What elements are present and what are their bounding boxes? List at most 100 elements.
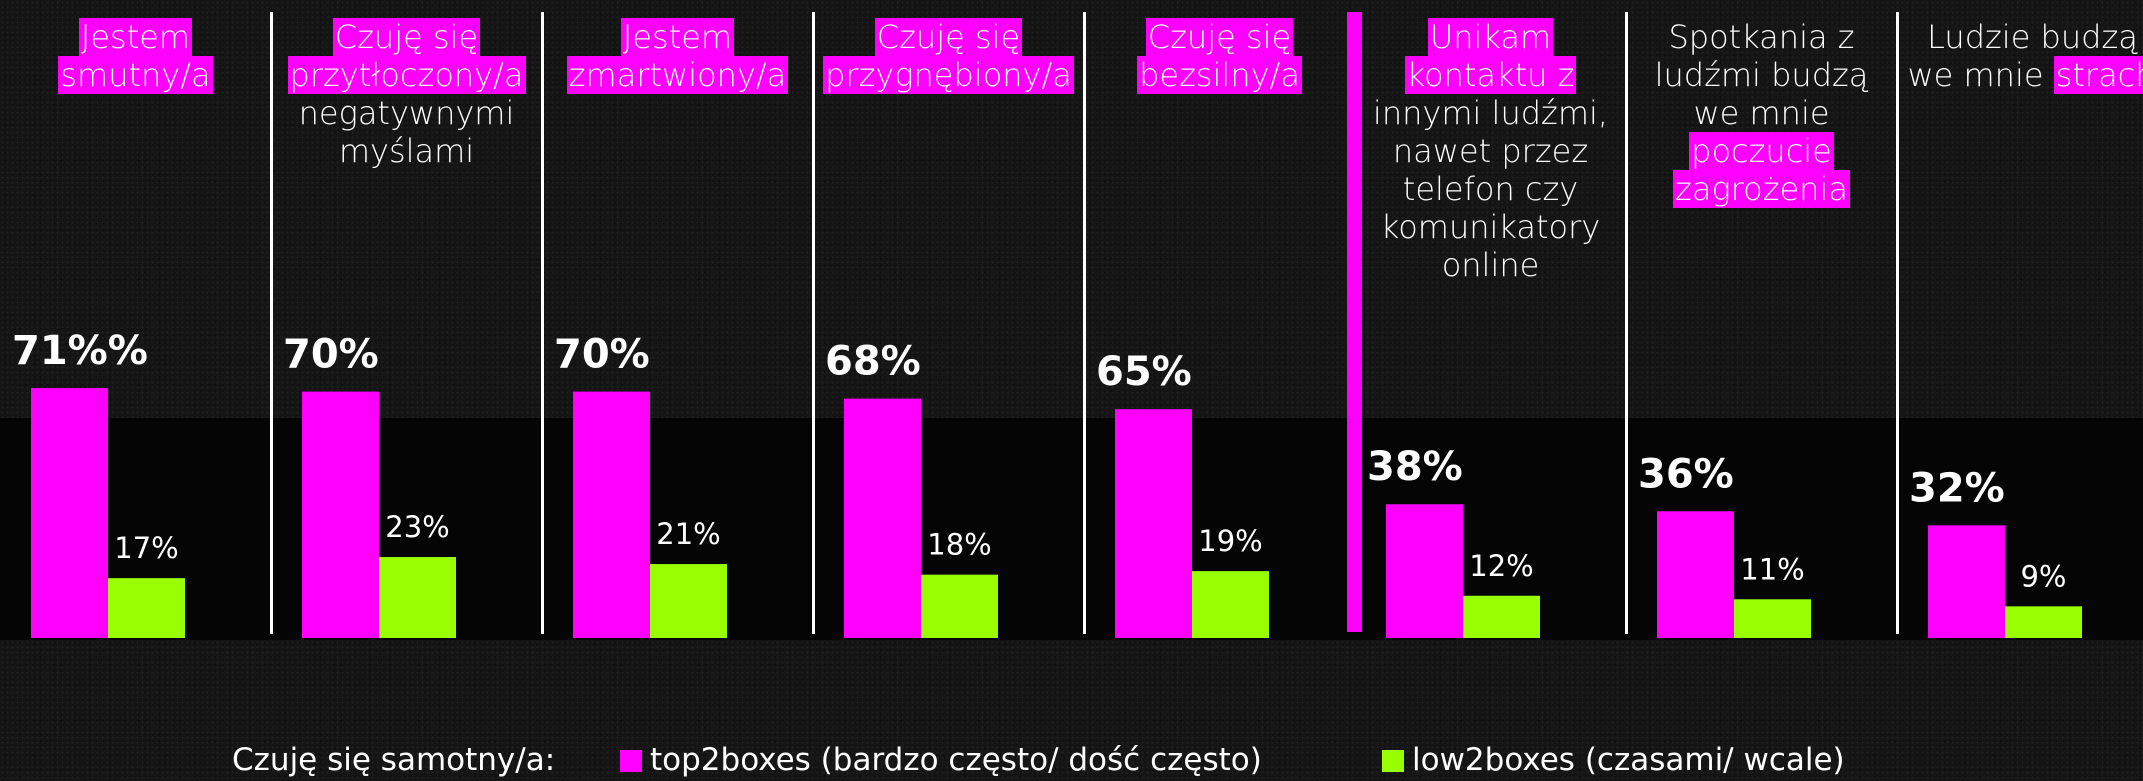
panel-divider: [1625, 12, 1628, 634]
title-text: nawet przez: [1392, 132, 1589, 170]
panel-title-line: Jestem: [542, 18, 813, 56]
panel-divider: [1083, 12, 1086, 634]
bar-top2boxes-2: [302, 391, 379, 638]
highlighted-text: smutny/a: [58, 56, 213, 94]
bar-low2boxes-8: [2005, 606, 2082, 638]
label-low2boxes-4: 18%: [927, 528, 991, 562]
panel-title-line: przytłoczony/a: [271, 56, 542, 94]
legend-swatch-top2boxes: [620, 750, 642, 772]
bar-low2boxes-7: [1734, 599, 1811, 638]
bar-top2boxes-4: [844, 398, 921, 638]
title-text: Spotkania z: [1668, 18, 1855, 56]
accent-divider: [1347, 12, 1362, 632]
legend-prefix: Czuję się samotny/a:: [232, 742, 556, 778]
title-text: Ludzie budzą: [1927, 18, 2138, 56]
bar-low2boxes-3: [650, 564, 727, 638]
panel-title-line: telefon czy: [1355, 170, 1626, 208]
panel-title-line: negatywnymi: [271, 94, 542, 132]
highlighted-text: przygnębiony/a: [823, 56, 1074, 94]
title-text: we mnie: [1907, 56, 2054, 94]
bar-low2boxes-6: [1463, 595, 1540, 638]
legend: Czuję się samotny/a: top2boxes (bardzo c…: [0, 742, 2143, 778]
highlighted-text: zagrożenia: [1673, 170, 1850, 208]
panel-title-line: bezsilny/a: [1084, 56, 1355, 94]
panel-title-line: przygnębiony/a: [813, 56, 1084, 94]
legend-swatch-low2boxes: [1382, 750, 1404, 772]
panel-title-line: Czuję się: [813, 18, 1084, 56]
label-low2boxes-6: 12%: [1469, 549, 1533, 583]
panel-title-3: Jestem zmartwiony/a: [542, 18, 813, 258]
label-top2boxes-4: 68%: [825, 339, 921, 385]
panel-title-line: nawet przez: [1355, 132, 1626, 170]
bar-top2boxes-7: [1657, 511, 1734, 638]
label-low2boxes-8: 9%: [2020, 559, 2066, 593]
panel-title-line: innymi ludźmi,: [1355, 94, 1626, 132]
panel-divider: [270, 12, 273, 634]
panel-title-line: Czuję się: [1084, 18, 1355, 56]
title-text: telefon czy: [1402, 170, 1579, 208]
highlighted-text: bezsilny/a: [1137, 56, 1302, 94]
label-top2boxes-5: 65%: [1096, 349, 1192, 395]
data-labels-group: 71%% 17% 70% 23% 70% 21% 68% 18% 65% 19% 38% 12% 36%…: [12, 328, 2067, 593]
bar-low2boxes-4: [921, 574, 998, 638]
panel-divider: [541, 12, 544, 634]
label-low2boxes-1: 17%: [114, 531, 178, 565]
panel-divider: [1896, 12, 1899, 634]
highlighted-text: Czuję się: [332, 18, 481, 56]
panel-title-2: Czuję się przytłoczony/a negatywnymi myślam…: [271, 18, 542, 258]
bar-low2boxes-1: [108, 578, 185, 638]
panel-title-6: Unikam kontaktu z innymi ludźmi, nawet prze…: [1355, 18, 1626, 284]
legend-item-low2boxes: low2boxes (czasami/ wcale): [1382, 742, 1845, 778]
label-top2boxes-8: 32%: [1909, 465, 2005, 511]
highlighted-text: zmartwiony/a: [566, 56, 789, 94]
label-low2boxes-5: 19%: [1198, 524, 1262, 558]
bar-top2boxes-6: [1386, 504, 1463, 638]
bar-top2boxes-1: [31, 388, 108, 638]
bar-top2boxes-3: [573, 391, 650, 638]
label-low2boxes-3: 21%: [656, 517, 720, 551]
highlighted-text: kontaktu z: [1404, 56, 1577, 94]
label-top2boxes-2: 70%: [283, 332, 379, 378]
label-top2boxes-7: 36%: [1638, 451, 1734, 497]
legend-label-low2boxes: low2boxes (czasami/ wcale): [1412, 742, 1845, 778]
bar-low2boxes-5: [1192, 571, 1269, 638]
panel-title-line: myślami: [271, 132, 542, 170]
title-text: we mnie: [1693, 94, 1830, 132]
title-text: negatywnymi: [298, 94, 515, 132]
panel-title-line: we mnie strach: [1897, 56, 2143, 94]
panel-title-line: Ludzie budzą: [1897, 18, 2143, 56]
panel-title-line: Czuję się: [271, 18, 542, 56]
panel-title-line: we mnie: [1626, 94, 1897, 132]
highlighted-text: poczucie: [1689, 132, 1834, 170]
highlighted-text: Czuję się: [874, 18, 1023, 56]
title-text: komunikatory: [1380, 208, 1601, 246]
title-text: innymi ludźmi,: [1372, 94, 1609, 132]
panel-title-line: zmartwiony/a: [542, 56, 813, 94]
highlighted-text: przytłoczony/a: [287, 56, 526, 94]
panel-title-5: Czuję się bezsilny/a: [1084, 18, 1355, 258]
panel-title-line: kontaktu z: [1355, 56, 1626, 94]
title-text: ludźmi budzą: [1654, 56, 1869, 94]
panel-title-4: Czuję się przygnębiony/a: [813, 18, 1084, 258]
label-top2boxes-6: 38%: [1367, 444, 1463, 490]
panel-title-1: Jestem smutny/a: [0, 18, 271, 258]
panel-title-line: smutny/a: [0, 56, 271, 94]
label-top2boxes-1: 71%%: [12, 328, 148, 374]
title-text: online: [1441, 246, 1540, 284]
label-low2boxes-2: 23%: [385, 510, 449, 544]
label-low2boxes-7: 11%: [1740, 552, 1804, 586]
title-text: myślami: [338, 132, 475, 170]
panel-title-line: Jestem: [0, 18, 271, 56]
panel-title-line: Spotkania z: [1626, 18, 1897, 56]
highlighted-text: Unikam: [1427, 18, 1554, 56]
panel-title-line: online: [1355, 246, 1626, 284]
bar-top2boxes-5: [1115, 409, 1192, 638]
panel-title-line: ludźmi budzą: [1626, 56, 1897, 94]
highlighted-text: Jestem: [78, 18, 193, 56]
panel-title-line: komunikatory: [1355, 208, 1626, 246]
panel-divider: [812, 12, 815, 634]
highlighted-text: strach: [2053, 56, 2143, 94]
highlighted-text: Czuję się: [1145, 18, 1294, 56]
